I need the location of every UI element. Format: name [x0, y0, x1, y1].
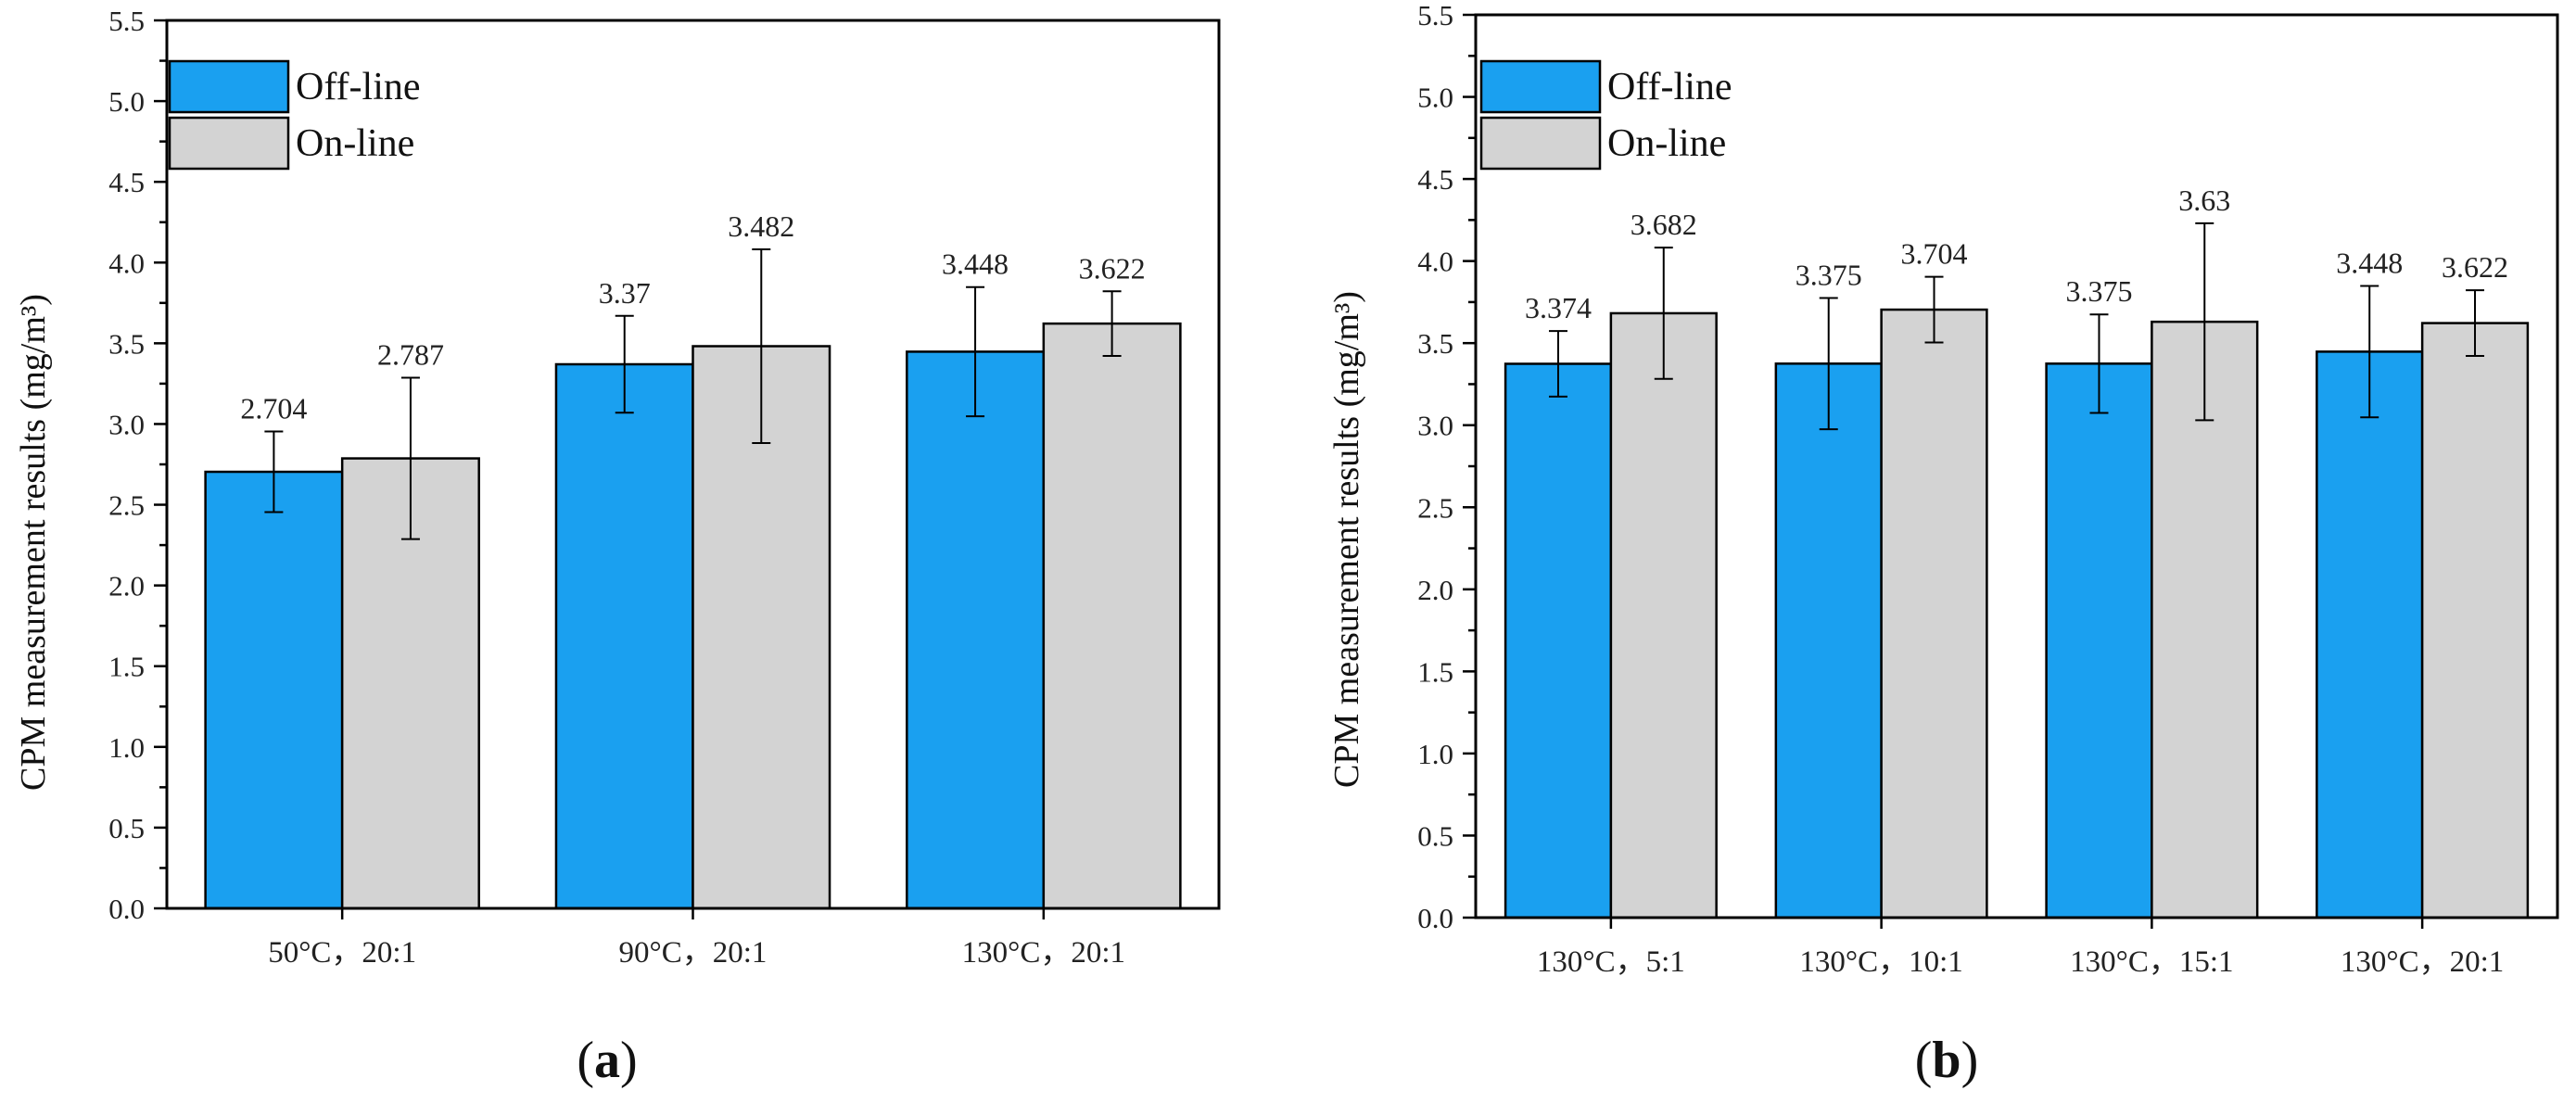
y-tick-label: 1.0 [1417, 738, 1453, 770]
legend-swatch-online [168, 116, 290, 171]
bar-offline [2045, 362, 2153, 919]
y-tick-label: 4.5 [108, 166, 145, 198]
bar-online [1880, 308, 1988, 919]
panel-label-a: (a) [577, 1032, 637, 1089]
bar-online [1042, 322, 1182, 910]
data-label-online: 3.682 [1631, 208, 1697, 241]
bar-offline [204, 470, 344, 910]
legend: Off-line On-line [168, 59, 421, 171]
y-tick-label: 4.5 [1417, 163, 1453, 196]
y-tick-label: 4.0 [1417, 246, 1453, 278]
bar-offline [2316, 350, 2424, 919]
y-tick-label: 2.0 [1417, 574, 1453, 606]
data-label-online: 3.622 [2442, 250, 2508, 284]
legend-label-online: On-line [1607, 122, 1726, 165]
y-tick-label: 2.0 [108, 570, 145, 602]
x-tick-label: 130°C，15:1 [2070, 945, 2233, 979]
x-tick-label: 130°C，20:1 [2341, 945, 2504, 979]
y-axis-title-a: CPM measurement results (mg/m³) [14, 294, 53, 791]
y-tick-label: 1.0 [108, 731, 145, 764]
plot-frame [165, 19, 1221, 910]
data-label-online: 3.482 [728, 209, 794, 243]
bar-online [2420, 322, 2530, 919]
bar-online [1609, 311, 1718, 919]
y-tick-label: 5.5 [1417, 0, 1453, 32]
panel-label-b: (b) [1915, 1032, 1978, 1089]
data-label-offline: 2.704 [240, 391, 307, 425]
data-label-offline: 3.448 [942, 247, 1009, 281]
y-tick-label: 3.0 [108, 408, 145, 440]
data-label-online: 3.63 [2178, 184, 2230, 217]
data-label-offline: 3.375 [1796, 258, 1862, 291]
plot-frame [1474, 13, 2559, 919]
data-label-offline: 3.448 [2336, 247, 2403, 280]
bar-offline [554, 362, 694, 910]
x-tick-label: 130°C，20:1 [962, 936, 1125, 970]
legend-label-offline: Off-line [1607, 66, 1732, 108]
data-label-online: 2.787 [377, 337, 444, 371]
y-tick-label: 1.5 [1417, 655, 1453, 688]
y-tick-label: 2.5 [1417, 491, 1453, 524]
x-tick-label: 130°C，5:1 [1537, 945, 1685, 979]
x-tick-label: 50°C，20:1 [268, 936, 416, 970]
data-label-offline: 3.375 [2065, 274, 2132, 308]
data-label-offline: 3.374 [1525, 291, 1592, 324]
legend-label-online: On-line [296, 122, 414, 165]
y-tick-label: 0.0 [108, 893, 145, 925]
y-tick-label: 3.5 [1417, 327, 1453, 360]
chart-panel-a: CPM measurement results (mg/m³) (a) 0.0 0… [14, 5, 1221, 1089]
y-tick-label: 0.5 [108, 812, 145, 844]
y-tick-label: 0.5 [1417, 819, 1453, 852]
data-label-offline: 3.37 [599, 276, 651, 310]
bar-offline [1774, 362, 1883, 919]
legend-swatch-online [1479, 116, 1602, 171]
data-label-online: 3.704 [1901, 237, 1968, 271]
y-tick-label: 5.5 [108, 5, 145, 37]
data-label-online: 3.622 [1079, 251, 1146, 285]
legend: Off-line On-line [1479, 59, 1732, 171]
y-axis-title-b: CPM measurement results (mg/m³) [1327, 291, 1366, 788]
legend-swatch-offline [168, 59, 290, 114]
y-tick-label: 3.5 [108, 327, 145, 360]
legend-swatch-offline [1479, 59, 1602, 114]
y-tick-label: 0.0 [1417, 902, 1453, 934]
y-tick-label: 1.5 [108, 651, 145, 683]
y-tick-label: 4.0 [108, 247, 145, 279]
bar-offline [1504, 362, 1613, 919]
x-tick-label: 90°C，20:1 [619, 936, 768, 970]
y-tick-label: 5.0 [1417, 82, 1453, 114]
x-tick-label: 130°C，10:1 [1799, 945, 1962, 979]
legend-label-offline: Off-line [296, 66, 421, 108]
chart-panel-b: CPM measurement results (mg/m³) (b) 0.0 0… [1327, 0, 2559, 1089]
bar-offline [906, 350, 1046, 910]
y-tick-label: 3.0 [1417, 410, 1453, 442]
y-tick-label: 5.0 [108, 85, 145, 118]
y-tick-label: 2.5 [108, 489, 145, 522]
